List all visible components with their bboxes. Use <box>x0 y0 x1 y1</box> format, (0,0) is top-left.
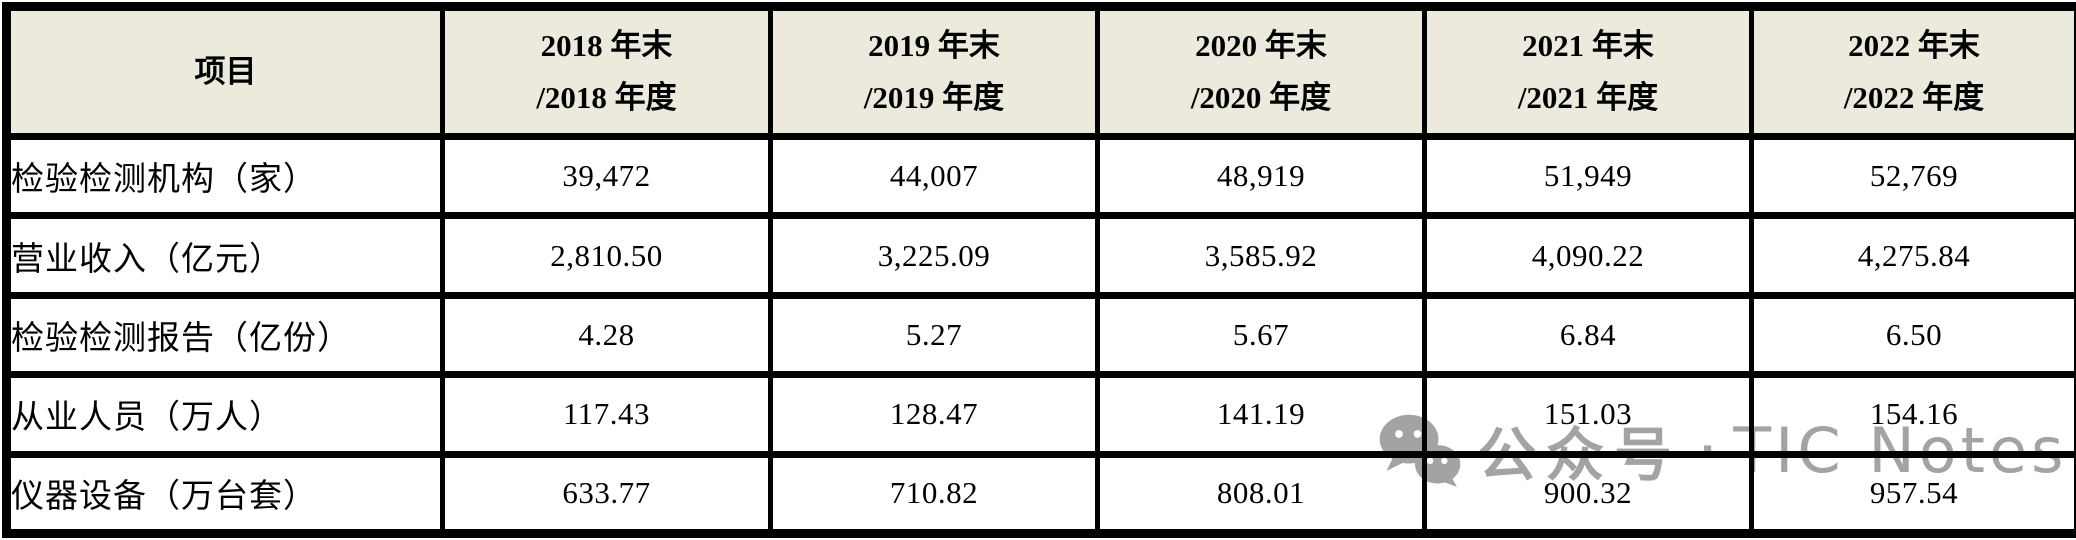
header-2022-line2: /2022 年度 <box>1843 80 1985 115</box>
table-cell: 957.54 <box>1749 450 2076 538</box>
header-cell-2022: 2022 年末 /2022 年度 <box>1749 3 2076 140</box>
table-cell: 633.77 <box>440 450 773 538</box>
header-row: 项目 2018 年末 /2018 年度 2019 年末 /2019 年度 202… <box>4 3 2076 140</box>
row-label: 从业人员（万人） <box>4 371 445 458</box>
table-cell: 141.19 <box>1095 371 1427 458</box>
table-cell: 3,225.09 <box>768 212 1100 299</box>
header-cell-2021: 2021 年末 /2021 年度 <box>1422 3 1754 140</box>
table-row-revenue: 营业收入（亿元） 2,810.50 3,225.09 3,585.92 4,09… <box>4 212 2076 299</box>
header-2019-line2: /2019 年度 <box>863 80 1005 115</box>
table-cell: 6.50 <box>1749 291 2076 379</box>
table-cell: 710.82 <box>768 450 1100 538</box>
header-cell-item: 项目 <box>4 3 445 140</box>
table-cell: 4,090.22 <box>1422 212 1754 299</box>
row-label: 检验检测机构（家） <box>4 132 445 220</box>
table-cell: 3,585.92 <box>1095 212 1427 299</box>
table-cell: 48,919 <box>1095 132 1427 220</box>
table-cell: 52,769 <box>1749 132 2076 220</box>
table-row-employees: 从业人员（万人） 117.43 128.47 141.19 151.03 154… <box>4 371 2076 458</box>
row-label: 检验检测报告（亿份） <box>4 291 445 379</box>
table-cell: 39,472 <box>440 132 773 220</box>
header-2018-line2: /2018 年度 <box>536 80 677 115</box>
header-cell-2019: 2019 年末 /2019 年度 <box>768 3 1100 140</box>
table-cell: 6.84 <box>1422 291 1754 379</box>
table-cell: 900.32 <box>1422 450 1754 538</box>
header-2020-line2: /2020 年度 <box>1190 80 1332 115</box>
table-cell: 128.47 <box>768 371 1100 458</box>
table-cell: 808.01 <box>1095 450 1427 538</box>
header-2018-line1: 2018 年末 <box>540 28 673 63</box>
row-label: 营业收入（亿元） <box>4 212 445 299</box>
header-2021-line2: /2021 年度 <box>1517 80 1659 115</box>
header-2021-line1: 2021 年末 <box>1522 28 1654 63</box>
header-2020-line1: 2020 年末 <box>1195 28 1327 63</box>
table-cell: 117.43 <box>440 371 773 458</box>
table-cell: 44,007 <box>768 132 1100 220</box>
table-cell: 154.16 <box>1749 371 2076 458</box>
row-label: 仪器设备（万台套） <box>4 450 445 538</box>
table-cell: 151.03 <box>1422 371 1754 458</box>
table-cell: 2,810.50 <box>440 212 773 299</box>
table-row-institutions: 检验检测机构（家） 39,472 44,007 48,919 51,949 52… <box>4 132 2076 220</box>
table-cell: 5.27 <box>768 291 1100 379</box>
table-cell: 4,275.84 <box>1749 212 2076 299</box>
header-2022-line1: 2022 年末 <box>1848 28 1980 63</box>
header-item-label: 项目 <box>194 54 257 89</box>
header-cell-2018: 2018 年末 /2018 年度 <box>440 3 773 140</box>
table-cell: 51,949 <box>1422 132 1754 220</box>
header-2019-line1: 2019 年末 <box>868 28 1000 63</box>
header-cell-2020: 2020 年末 /2020 年度 <box>1095 3 1427 140</box>
table-cell: 5.67 <box>1095 291 1427 379</box>
table-row-instruments: 仪器设备（万台套） 633.77 710.82 808.01 900.32 95… <box>4 450 2076 538</box>
table-cell: 4.28 <box>440 291 773 379</box>
table-row-reports: 检验检测报告（亿份） 4.28 5.27 5.67 6.84 6.50 <box>4 291 2076 379</box>
